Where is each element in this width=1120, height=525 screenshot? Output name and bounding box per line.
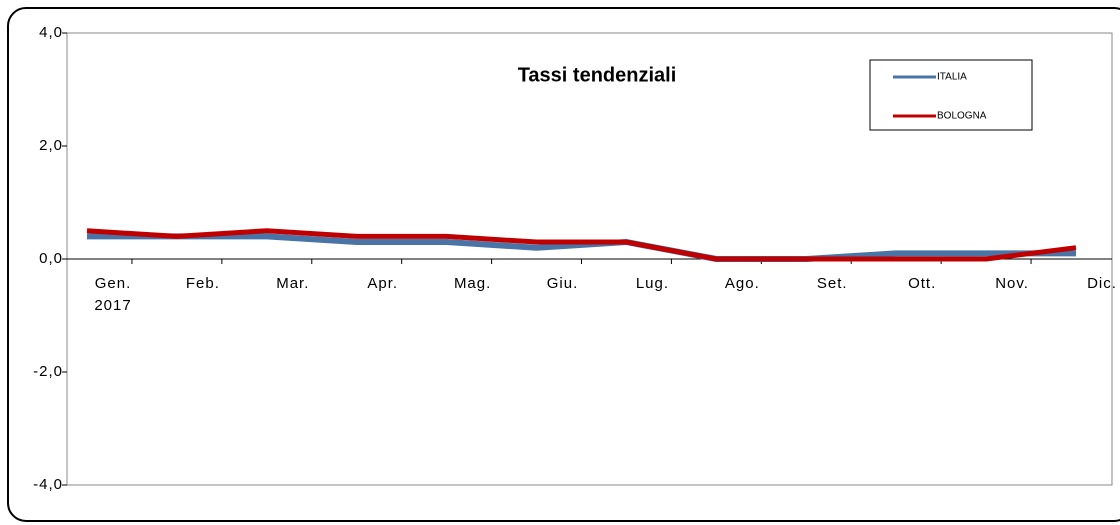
y-tick-label: 2,0 [39, 137, 63, 154]
legend-label: ITALIA [937, 72, 967, 83]
legend-label: BOLOGNA [937, 111, 987, 122]
x-tick-label: Giu. [546, 275, 579, 292]
x-tick-label: Apr. [367, 275, 399, 292]
line-series [87, 233, 1076, 262]
line-series [86, 228, 1077, 262]
x-tick-label: Gen. 2017 [94, 275, 132, 314]
x-tick-label: Nov. [995, 275, 1029, 292]
y-tick-label: 4,0 [39, 24, 63, 41]
x-tick-label: Lug. [635, 275, 670, 292]
x-tick-label: Feb. [185, 275, 220, 292]
y-tick-label: 0,0 [39, 250, 63, 267]
legend-box [869, 59, 1033, 131]
y-tick-label: -2,0 [33, 363, 63, 380]
chart-border [7, 7, 1120, 522]
x-tick-label: Dic. [1087, 275, 1117, 292]
x-tick-label: Mag. [453, 275, 492, 292]
x-tick-label: Mar. [276, 275, 310, 292]
x-tick-label: Ott. [908, 275, 937, 292]
chart-title: Tassi tendenziali [518, 64, 677, 86]
x-tick-label: Ago. [724, 275, 760, 292]
y-tick-label: -4,0 [33, 476, 63, 493]
x-tick-label: Set. [816, 275, 848, 292]
